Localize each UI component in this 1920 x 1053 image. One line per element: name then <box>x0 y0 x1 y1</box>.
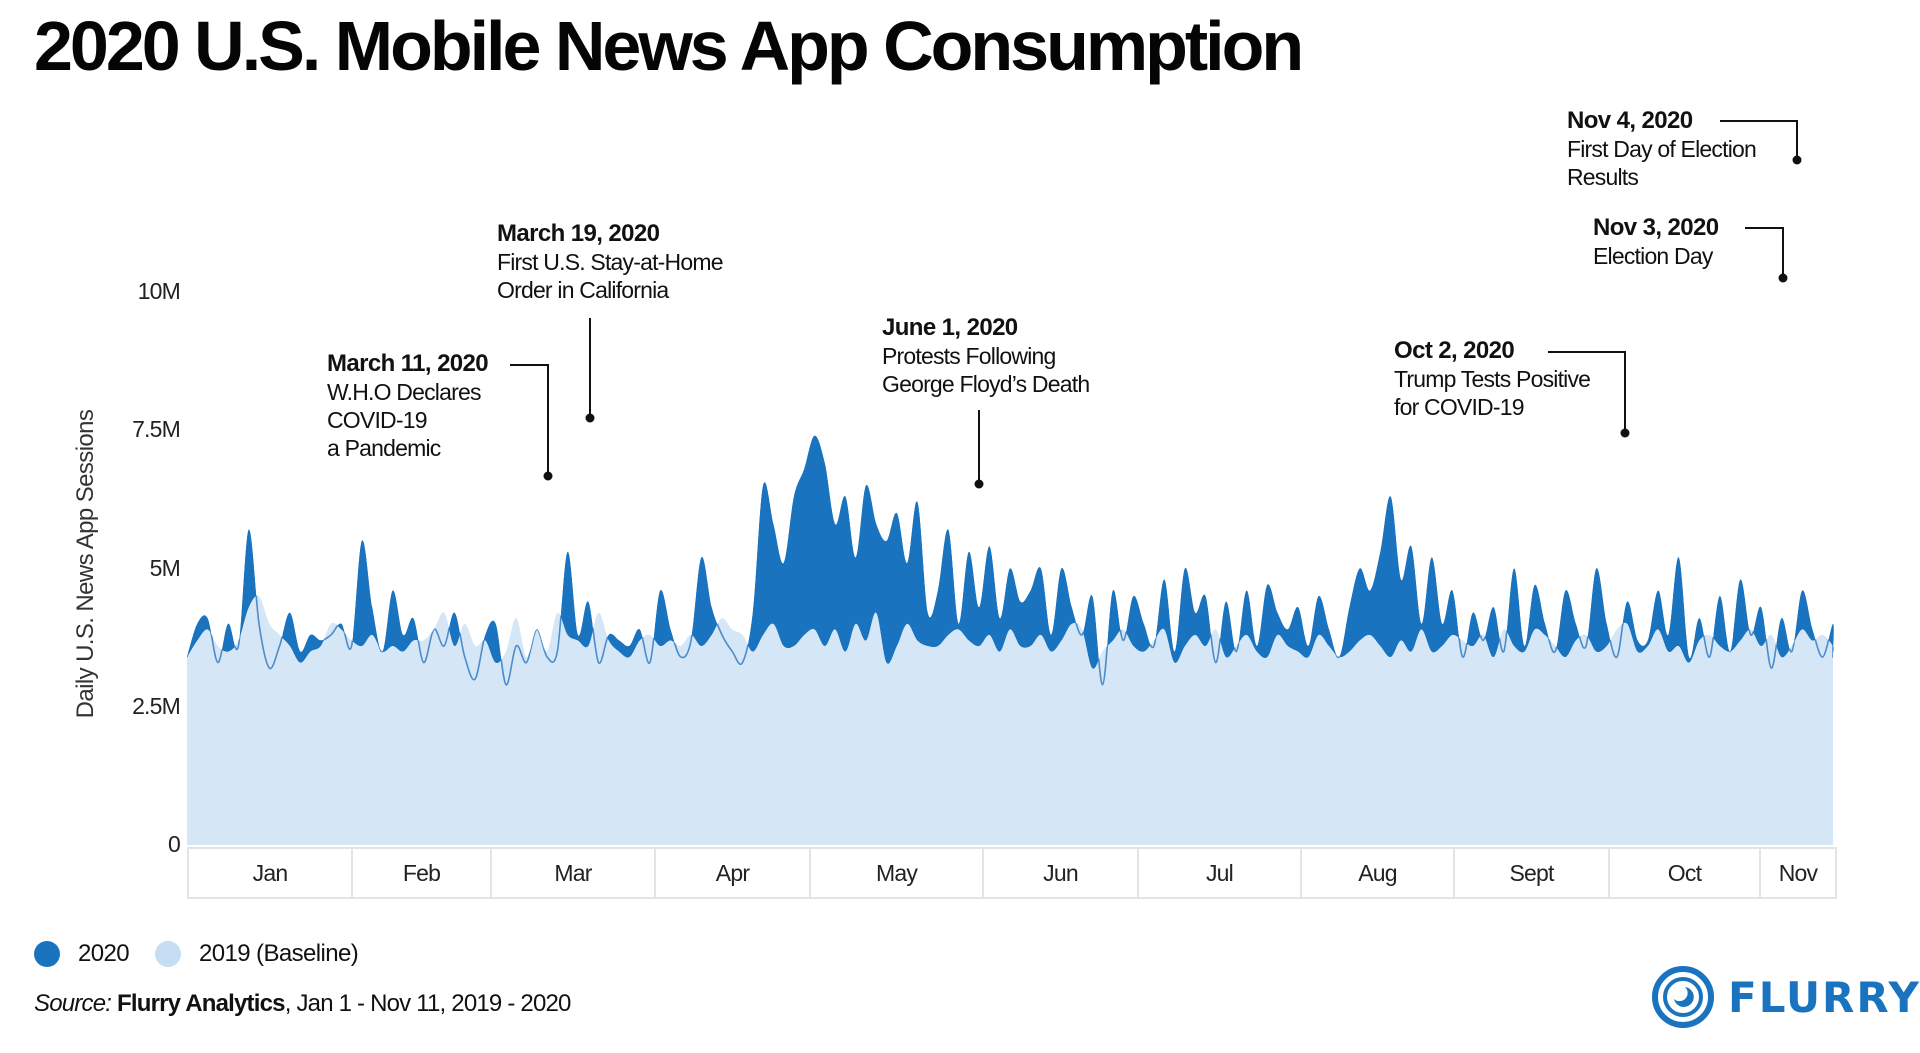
annotation-leader-line <box>1745 227 1784 278</box>
legend-label-2019: 2019 (Baseline) <box>199 940 359 967</box>
x-tick-label-mar: Mar <box>490 847 656 899</box>
flurry-logo-text: FLURRY <box>1728 972 1920 1022</box>
annotation-text: Election Day <box>1593 243 1713 269</box>
annotation-marker-dot <box>974 479 984 489</box>
y-tick-label: 10M <box>137 278 181 304</box>
x-tick-label-feb: Feb <box>351 847 492 899</box>
annotation-text: First Day of Election <box>1567 136 1757 162</box>
annotation-date: March 11, 2020 <box>327 350 489 377</box>
source-prefix: Source: <box>34 990 112 1017</box>
x-tick-label-sept: Sept <box>1453 847 1610 899</box>
legend-label-2020: 2020 <box>78 940 130 967</box>
source-note: Source: Flurry Analytics, Jan 1 - Nov 11… <box>34 990 571 1018</box>
x-tick-label-oct: Oct <box>1608 847 1761 899</box>
x-tick-label-jul: Jul <box>1137 847 1302 899</box>
legend: 2020 2019 (Baseline) <box>34 940 384 968</box>
plot-area <box>187 165 1834 845</box>
annotation-leader-line <box>1548 351 1626 433</box>
legend-swatch-2019 <box>155 941 181 967</box>
annotation: Nov 4, 2020 First Day of Election Results <box>1567 107 1757 191</box>
y-tick-label: 2.5M <box>132 692 181 719</box>
annotation-text: for COVID-19 <box>1394 394 1525 420</box>
annotation: June 1, 2020 Protests Following George Flo… <box>882 314 1090 398</box>
legend-swatch-2020 <box>34 941 60 967</box>
annotation: March 11, 2020 W.H.O Declares COVID-19 a Pa… <box>327 350 489 462</box>
source-range: , Jan 1 - Nov 11, 2019 - 2020 <box>284 990 572 1017</box>
annotation-text: Protests Following <box>882 343 1056 369</box>
source-name: Flurry Analytics <box>117 990 286 1017</box>
y-tick-label: 7.5M <box>132 416 181 443</box>
annotation-text: First U.S. Stay-at-Home <box>497 249 724 275</box>
annotation-text: a Pandemic <box>327 435 441 461</box>
annotation-date: Nov 4, 2020 <box>1567 107 1693 134</box>
annotation-date: June 1, 2020 <box>882 314 1018 341</box>
annotation-date: March 19, 2020 <box>497 220 660 247</box>
series-2019-baseline-area <box>187 595 1834 845</box>
annotation-text: COVID-19 <box>327 407 427 433</box>
annotation: Nov 3, 2020 Election Day <box>1593 214 1719 270</box>
annotation-text: Trump Tests Positive <box>1394 366 1591 392</box>
annotation-text: Results <box>1567 164 1639 190</box>
flurry-logo: FLURRY <box>1652 966 1920 1028</box>
y-tick-label: 0 <box>168 831 181 857</box>
y-tick-label: 5M <box>149 554 181 581</box>
annotation-text: George Floyd’s Death <box>882 371 1090 397</box>
x-tick-label-aug: Aug <box>1300 847 1455 899</box>
annotation-date: Nov 3, 2020 <box>1593 214 1719 241</box>
x-tick-label-jan: Jan <box>187 847 353 899</box>
annotation-date: Oct 2, 2020 <box>1394 337 1515 364</box>
annotation-marker-dot <box>543 471 553 481</box>
x-tick-label-nov: Nov <box>1759 847 1837 899</box>
flurry-swirl-icon <box>1652 966 1714 1028</box>
annotation-marker-dot <box>1778 273 1788 283</box>
annotation: Oct 2, 2020 Trump Tests Positive for COVID… <box>1394 337 1591 421</box>
y-axis-label: Daily U.S. News App Sessions <box>72 409 99 719</box>
annotation-marker-dot <box>1620 428 1630 438</box>
annotation-text: Order in California <box>497 277 669 303</box>
annotation-marker-dot <box>585 413 595 423</box>
annotation-leader-line <box>1720 120 1798 160</box>
legend-item-2020: 2020 <box>34 940 130 968</box>
annotation-marker-dot <box>1792 155 1802 165</box>
annotation-text: W.H.O Declares <box>327 379 481 405</box>
page-title: 2020 U.S. Mobile News App Consumption <box>34 7 1304 85</box>
x-tick-label-jun: Jun <box>982 847 1139 899</box>
annotation-leaders <box>510 120 1802 489</box>
x-tick-label-may: May <box>809 847 984 899</box>
annotation: March 19, 2020 First U.S. Stay-at-Home Ord… <box>497 220 724 304</box>
annotation-leader-line <box>510 364 549 476</box>
legend-item-2019: 2019 (Baseline) <box>155 940 359 968</box>
x-tick-label-apr: Apr <box>654 847 811 899</box>
